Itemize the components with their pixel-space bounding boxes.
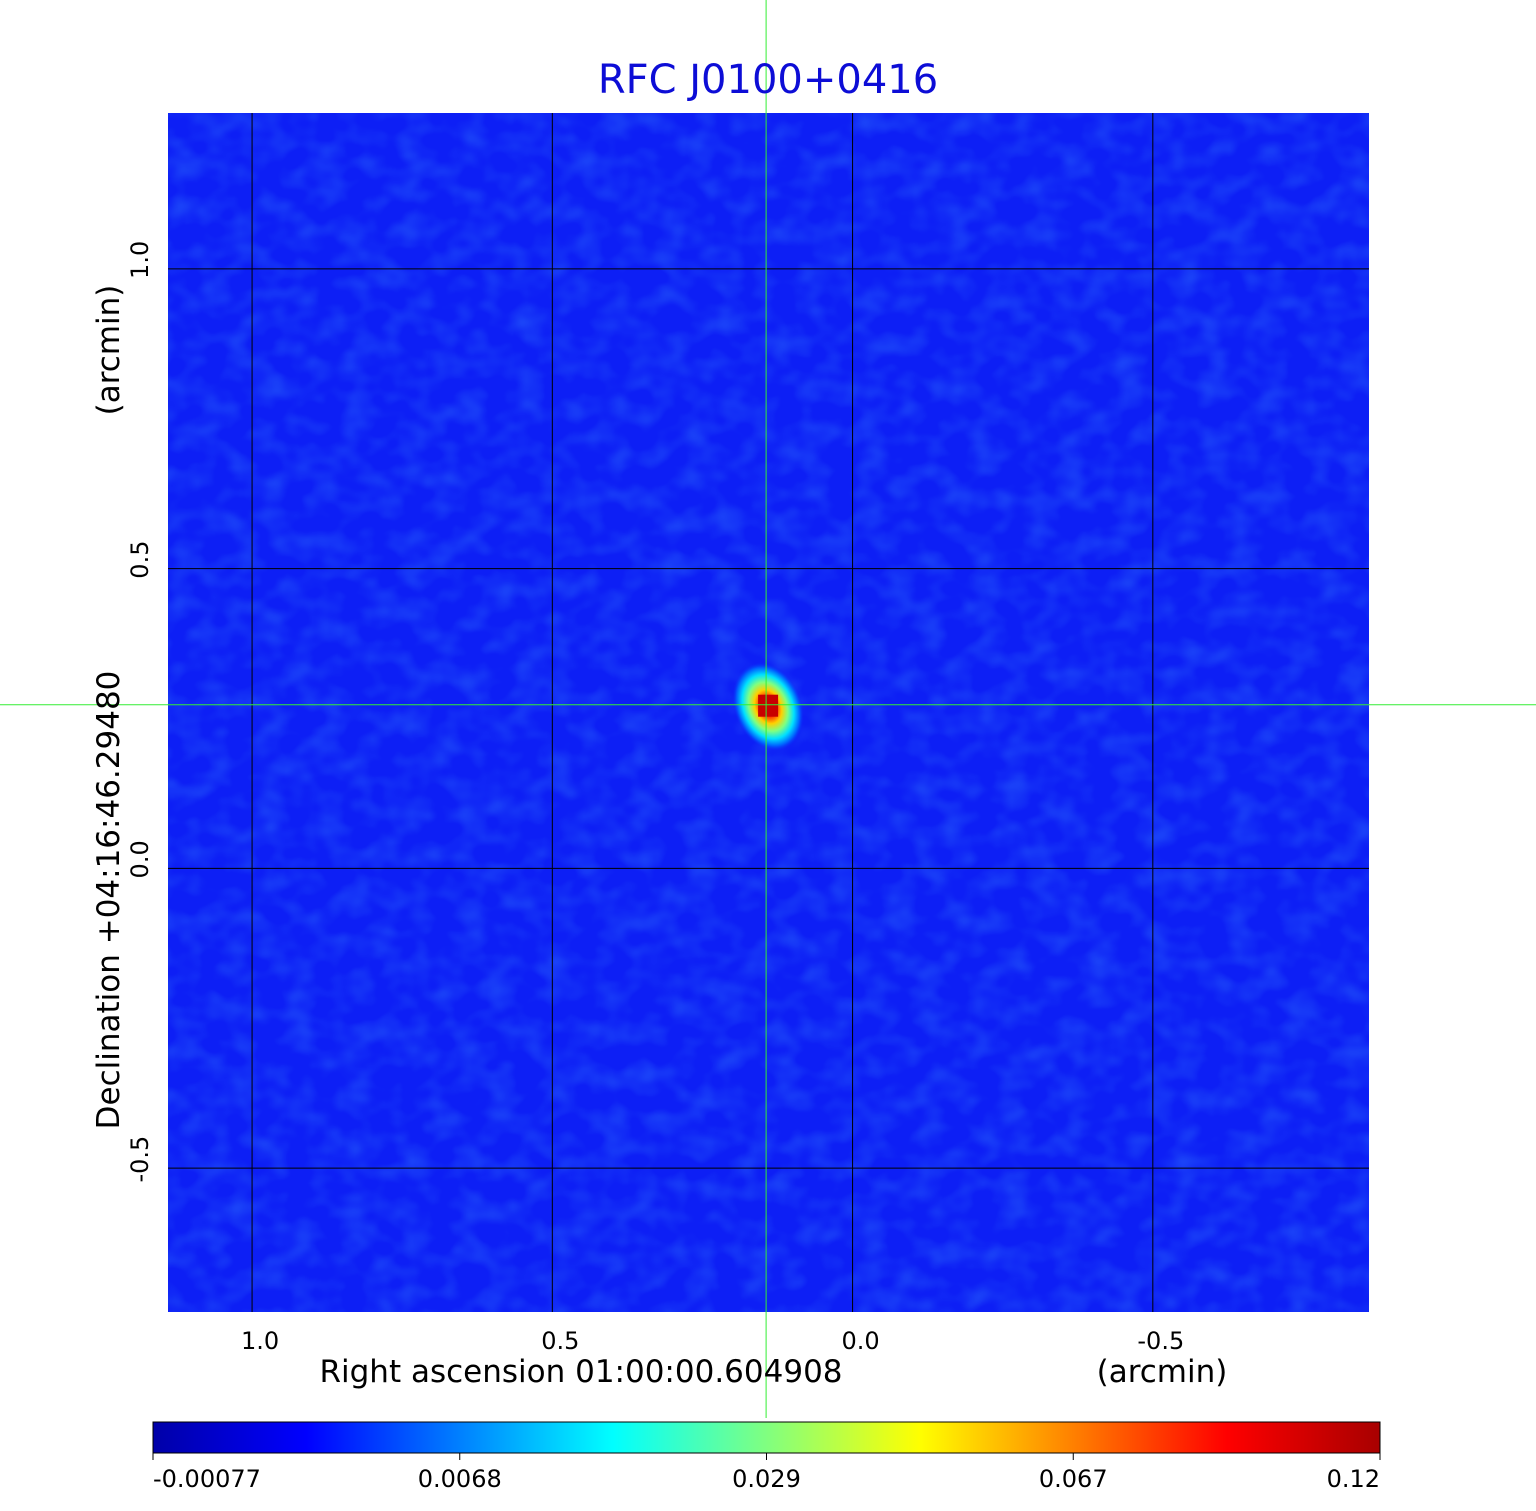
chart-title: RFC J0100+0416 — [598, 57, 938, 103]
colorbar-tick-label: 0.12 — [1327, 1465, 1380, 1493]
colorbar-ticks: -0.00077 0.0068 0.029 0.067 0.12 — [152, 1453, 1381, 1493]
x-axis-unit: (arcmin) — [1097, 1354, 1228, 1390]
y-axis-label: Declination +04:16:46.29480 — [91, 671, 127, 1130]
grid — [168, 113, 1369, 1312]
colorbar-gradient — [152, 1421, 1381, 1454]
y-tick-label: 1.0 — [126, 241, 154, 279]
colorbar: -0.00077 0.0068 0.029 0.067 0.12 — [152, 1421, 1381, 1493]
colorbar-tick-label: 0.0068 — [418, 1465, 502, 1493]
x-axis-ticks: 1.0 0.5 0.0 -0.5 — [241, 1327, 1184, 1355]
x-axis-label: Right ascension 01:00:00.604908 — [319, 1354, 842, 1390]
y-tick-label: 0.0 — [126, 840, 154, 878]
x-tick-label: 0.5 — [541, 1327, 579, 1355]
y-tick-label: 0.5 — [126, 541, 154, 579]
y-axis-ticks: 1.0 0.5 0.0 -0.5 — [126, 241, 154, 1183]
y-axis-unit: (arcmin) — [91, 285, 127, 416]
source-peak-pixels — [758, 694, 779, 717]
x-tick-label: -0.5 — [1137, 1327, 1184, 1355]
x-tick-label: 1.0 — [241, 1327, 279, 1355]
plot-area — [168, 113, 1369, 1312]
colorbar-tick-label: 0.029 — [732, 1465, 801, 1493]
colorbar-tick-label: -0.00077 — [153, 1465, 261, 1493]
x-tick-label: 0.0 — [841, 1327, 879, 1355]
colorbar-tick-label: 0.067 — [1039, 1465, 1108, 1493]
y-tick-label: -0.5 — [126, 1136, 154, 1183]
